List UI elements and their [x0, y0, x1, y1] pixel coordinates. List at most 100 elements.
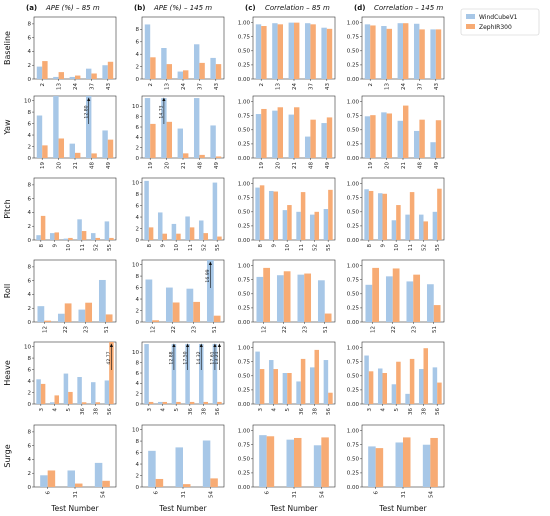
bar-windcube-49 [102, 130, 108, 158]
bar-windcube-55 [212, 182, 218, 240]
bar-windcube-10 [282, 210, 288, 240]
bar-windcube-8 [144, 180, 149, 240]
x-tick-label: 48 [417, 162, 423, 169]
bar-zephir-37 [419, 29, 425, 79]
y-tick-label: 10 [24, 344, 31, 350]
y-tick-label: 6 [28, 367, 32, 373]
panel-baseline-3: 0.00 0.25 0.50 0.75 1.00 2 13 24 37 43 [347, 16, 445, 90]
y-tick-label: 4 [28, 210, 32, 216]
bar-windcube-37 [304, 23, 311, 79]
x-tick-label: 21 [73, 162, 79, 169]
y-tick-label: 0.50 [238, 457, 251, 463]
x-tick-label: 5 [66, 408, 72, 412]
bar-windcube-19 [144, 98, 151, 158]
bar-windcube-20 [381, 112, 387, 158]
y-tick-label: 0.50 [347, 457, 360, 463]
bar-windcube-54 [94, 462, 103, 487]
y-tick-label: 6 [136, 203, 140, 209]
bar-zephir-10 [396, 205, 401, 240]
bar-windcube-54 [422, 444, 431, 487]
x-tick-label: 12 [261, 326, 267, 333]
x-tick-label: 36 [80, 408, 86, 415]
bar-windcube-4 [157, 401, 163, 404]
legend-swatch-0 [466, 14, 475, 19]
bar-zephir-22 [283, 271, 291, 322]
bar-windcube-11 [296, 211, 301, 240]
panel-surge-0: 0 2 4 6 8 6 31 54 [28, 424, 117, 498]
y-tick-label: 1.00 [347, 345, 360, 351]
column-letter-0: (a) [26, 4, 37, 12]
y-tick-label: 0 [28, 156, 32, 162]
bar-windcube-36 [405, 393, 410, 404]
bar-zephir-56 [328, 392, 333, 404]
y-tick-label: 0.00 [238, 320, 251, 326]
x-tick-label: 10 [394, 244, 400, 251]
x-tick-label: 4 [381, 408, 387, 412]
y-tick-label: 8 [28, 265, 32, 271]
y-tick-label: 8 [136, 274, 140, 280]
bar-zephir-22 [172, 302, 180, 322]
annotation-arrowhead [172, 343, 176, 347]
bar-zephir-43 [215, 64, 222, 79]
axes-frame [141, 177, 225, 241]
row-label-baseline: Baseline [3, 31, 12, 65]
bar-zephir-3 [40, 383, 46, 404]
x-tick-label: 6 [154, 491, 160, 495]
bar-windcube-49 [210, 125, 216, 158]
y-tick-label: 0.50 [238, 210, 251, 216]
y-tick-label: 0 [28, 402, 32, 408]
y-tick-label: 0.00 [347, 156, 360, 162]
bar-windcube-24 [69, 76, 75, 79]
bar-zephir-5 [287, 373, 292, 404]
bar-zephir-21 [403, 105, 409, 158]
x-tick-label: 52 [313, 244, 319, 251]
y-tick-label: 0.75 [347, 360, 360, 366]
x-tick-label: 2 [368, 83, 374, 87]
bar-zephir-2 [150, 57, 156, 79]
annotation-label: 17.50 [182, 351, 188, 364]
bar-zephir-38 [423, 348, 429, 404]
y-tick-label: 4 [136, 215, 140, 221]
bar-zephir-36 [189, 401, 195, 404]
bar-windcube-23 [406, 281, 414, 322]
y-tick-label: 0.00 [347, 320, 360, 326]
bar-zephir-2 [370, 25, 376, 80]
y-tick-label: 6 [136, 40, 140, 46]
y-tick-label: 0 [28, 238, 32, 244]
bar-zephir-43 [326, 28, 333, 79]
annotation-arrowhead [208, 261, 212, 265]
y-tick-label: 0.50 [238, 374, 251, 380]
x-tick-label: 43 [214, 83, 220, 90]
bar-zephir-20 [277, 107, 284, 158]
bar-windcube-31 [67, 470, 75, 487]
y-tick-label: 0.75 [238, 443, 251, 449]
annotation-arrowhead [185, 343, 190, 347]
bar-zephir-24 [183, 70, 189, 79]
bar-windcube-13 [381, 26, 387, 79]
y-tick-label: 0.25 [238, 224, 251, 230]
bar-zephir-49 [215, 156, 222, 158]
x-tick-label: 55 [326, 244, 332, 251]
y-tick-label: 0.00 [347, 402, 360, 408]
x-tick-label: 31 [181, 491, 187, 498]
bar-zephir-22 [392, 268, 400, 322]
bar-windcube-5 [282, 373, 288, 404]
bar-zephir-13 [166, 64, 173, 79]
x-tick-label: 54 [100, 491, 106, 498]
bar-zephir-52 [314, 211, 320, 240]
x-tick-label: 22 [63, 326, 69, 333]
panel-yaw-1: 0 2 4 6 8 10 19 20 21 48 49 14.73 [132, 95, 225, 169]
bar-zephir-51 [213, 315, 221, 322]
x-tick-label: 8 [367, 244, 373, 248]
x-tick-label: 8 [39, 244, 45, 248]
x-tick-label: 37 [197, 83, 203, 90]
annotation-arrowhead [199, 343, 203, 347]
bar-zephir-24 [75, 75, 81, 79]
bar-zephir-2 [42, 61, 48, 79]
bar-zephir-31 [75, 483, 83, 487]
bar-windcube-4 [268, 360, 274, 404]
legend: WindCubeV1 ZephIR300 [460, 8, 540, 36]
y-tick-label: 8 [136, 27, 140, 33]
x-tick-label: 52 [422, 244, 428, 251]
x-tick-label: 51 [212, 326, 218, 333]
